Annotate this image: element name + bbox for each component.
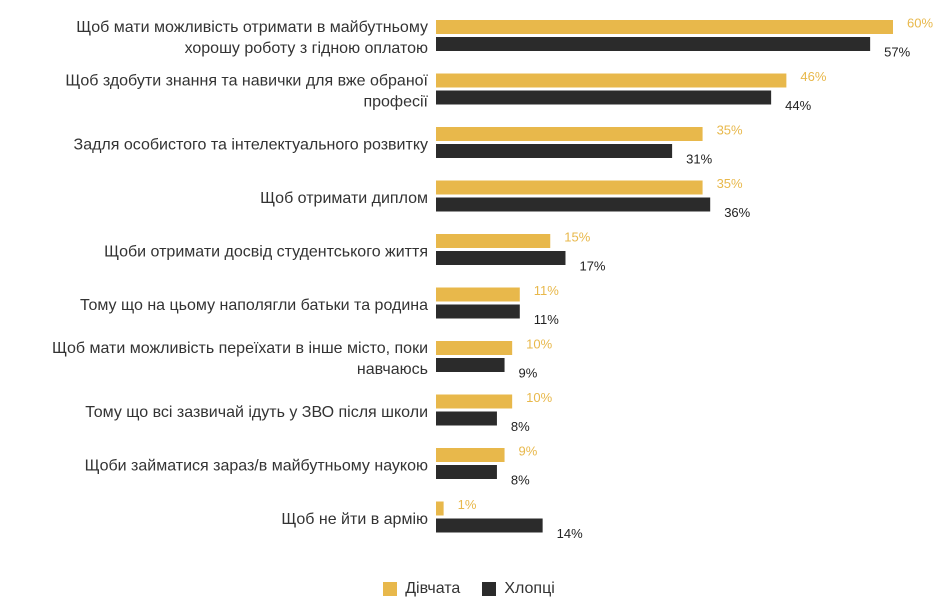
data-label-girls: 46% bbox=[800, 69, 826, 84]
category-label: Щоб мати можливість переїхати в інше міс… bbox=[52, 340, 428, 357]
category-label: навчаюсь bbox=[357, 361, 428, 378]
bar-girls bbox=[436, 448, 505, 462]
category-label: професії bbox=[363, 94, 428, 111]
bar-girls bbox=[436, 127, 703, 141]
bar-girls bbox=[436, 73, 787, 88]
bar-boys bbox=[436, 37, 871, 51]
legend-label-girls: Дівчата bbox=[405, 580, 461, 597]
bar-girls bbox=[436, 501, 444, 516]
category-label: Щоби займатися зараз/в майбутньому науко… bbox=[85, 458, 428, 475]
category-label: Щоб не йти в армію bbox=[281, 511, 428, 528]
legend: Дівчата Хлопці bbox=[0, 580, 938, 598]
data-label-girls: 15% bbox=[564, 229, 590, 244]
category-label: Тому що всі зазвичай ідуть у ЗВО після ш… bbox=[85, 404, 428, 421]
data-label-girls: 60% bbox=[907, 15, 933, 30]
legend-swatch-boys bbox=[482, 582, 497, 596]
bar-girls bbox=[436, 394, 513, 409]
bar-chart: Щоб мати можливість отримати в майбутньо… bbox=[52, 15, 933, 541]
legend-label-boys: Хлопці bbox=[504, 580, 555, 597]
legend-swatch-girls bbox=[383, 582, 398, 596]
data-label-boys: 8% bbox=[511, 472, 530, 487]
data-label-boys: 14% bbox=[557, 526, 583, 541]
category-label: Щоб мати можливість отримати в майбутньо… bbox=[76, 19, 428, 36]
data-label-girls: 35% bbox=[717, 176, 743, 191]
bar-boys bbox=[436, 251, 566, 265]
bar-boys bbox=[436, 465, 497, 479]
data-label-boys: 44% bbox=[785, 98, 811, 113]
data-label-girls: 10% bbox=[526, 336, 552, 351]
bar-boys bbox=[436, 90, 772, 105]
bar-girls bbox=[436, 180, 703, 195]
data-label-boys: 11% bbox=[534, 312, 559, 327]
category-label: Щоб здобути знання та навички для вже об… bbox=[65, 73, 428, 90]
bar-boys bbox=[436, 358, 505, 372]
legend-item-girls: Дівчата bbox=[383, 580, 460, 598]
bar-boys bbox=[436, 197, 711, 212]
data-label-boys: 57% bbox=[884, 44, 910, 59]
category-label: Задля особистого та інтелектуального роз… bbox=[74, 137, 428, 154]
data-label-girls: 35% bbox=[717, 122, 743, 137]
bar-boys bbox=[436, 144, 673, 158]
data-label-girls: 10% bbox=[526, 390, 552, 405]
data-label-girls: 9% bbox=[519, 443, 538, 458]
bar-girls bbox=[436, 20, 893, 34]
bar-girls bbox=[436, 287, 520, 302]
data-label-boys: 9% bbox=[519, 365, 538, 380]
bar-girls bbox=[436, 341, 513, 355]
data-label-girls: 11% bbox=[534, 283, 559, 298]
bar-boys bbox=[436, 518, 543, 533]
data-label-boys: 31% bbox=[686, 151, 712, 166]
category-label: Щоби отримати досвід студентського життя bbox=[104, 244, 428, 261]
bar-boys bbox=[436, 304, 520, 319]
bar-girls bbox=[436, 234, 551, 248]
category-label: Щоб отримати диплом bbox=[260, 190, 428, 207]
category-label: Тому що на цьому наполягли батьки та род… bbox=[80, 297, 428, 314]
legend-item-boys: Хлопці bbox=[482, 580, 555, 598]
data-label-boys: 36% bbox=[724, 205, 750, 220]
data-label-boys: 17% bbox=[579, 258, 605, 273]
category-label: хорошу роботу з гідною оплатою bbox=[185, 40, 428, 57]
data-label-boys: 8% bbox=[511, 419, 530, 434]
data-label-girls: 1% bbox=[458, 497, 477, 512]
bar-boys bbox=[436, 411, 497, 426]
